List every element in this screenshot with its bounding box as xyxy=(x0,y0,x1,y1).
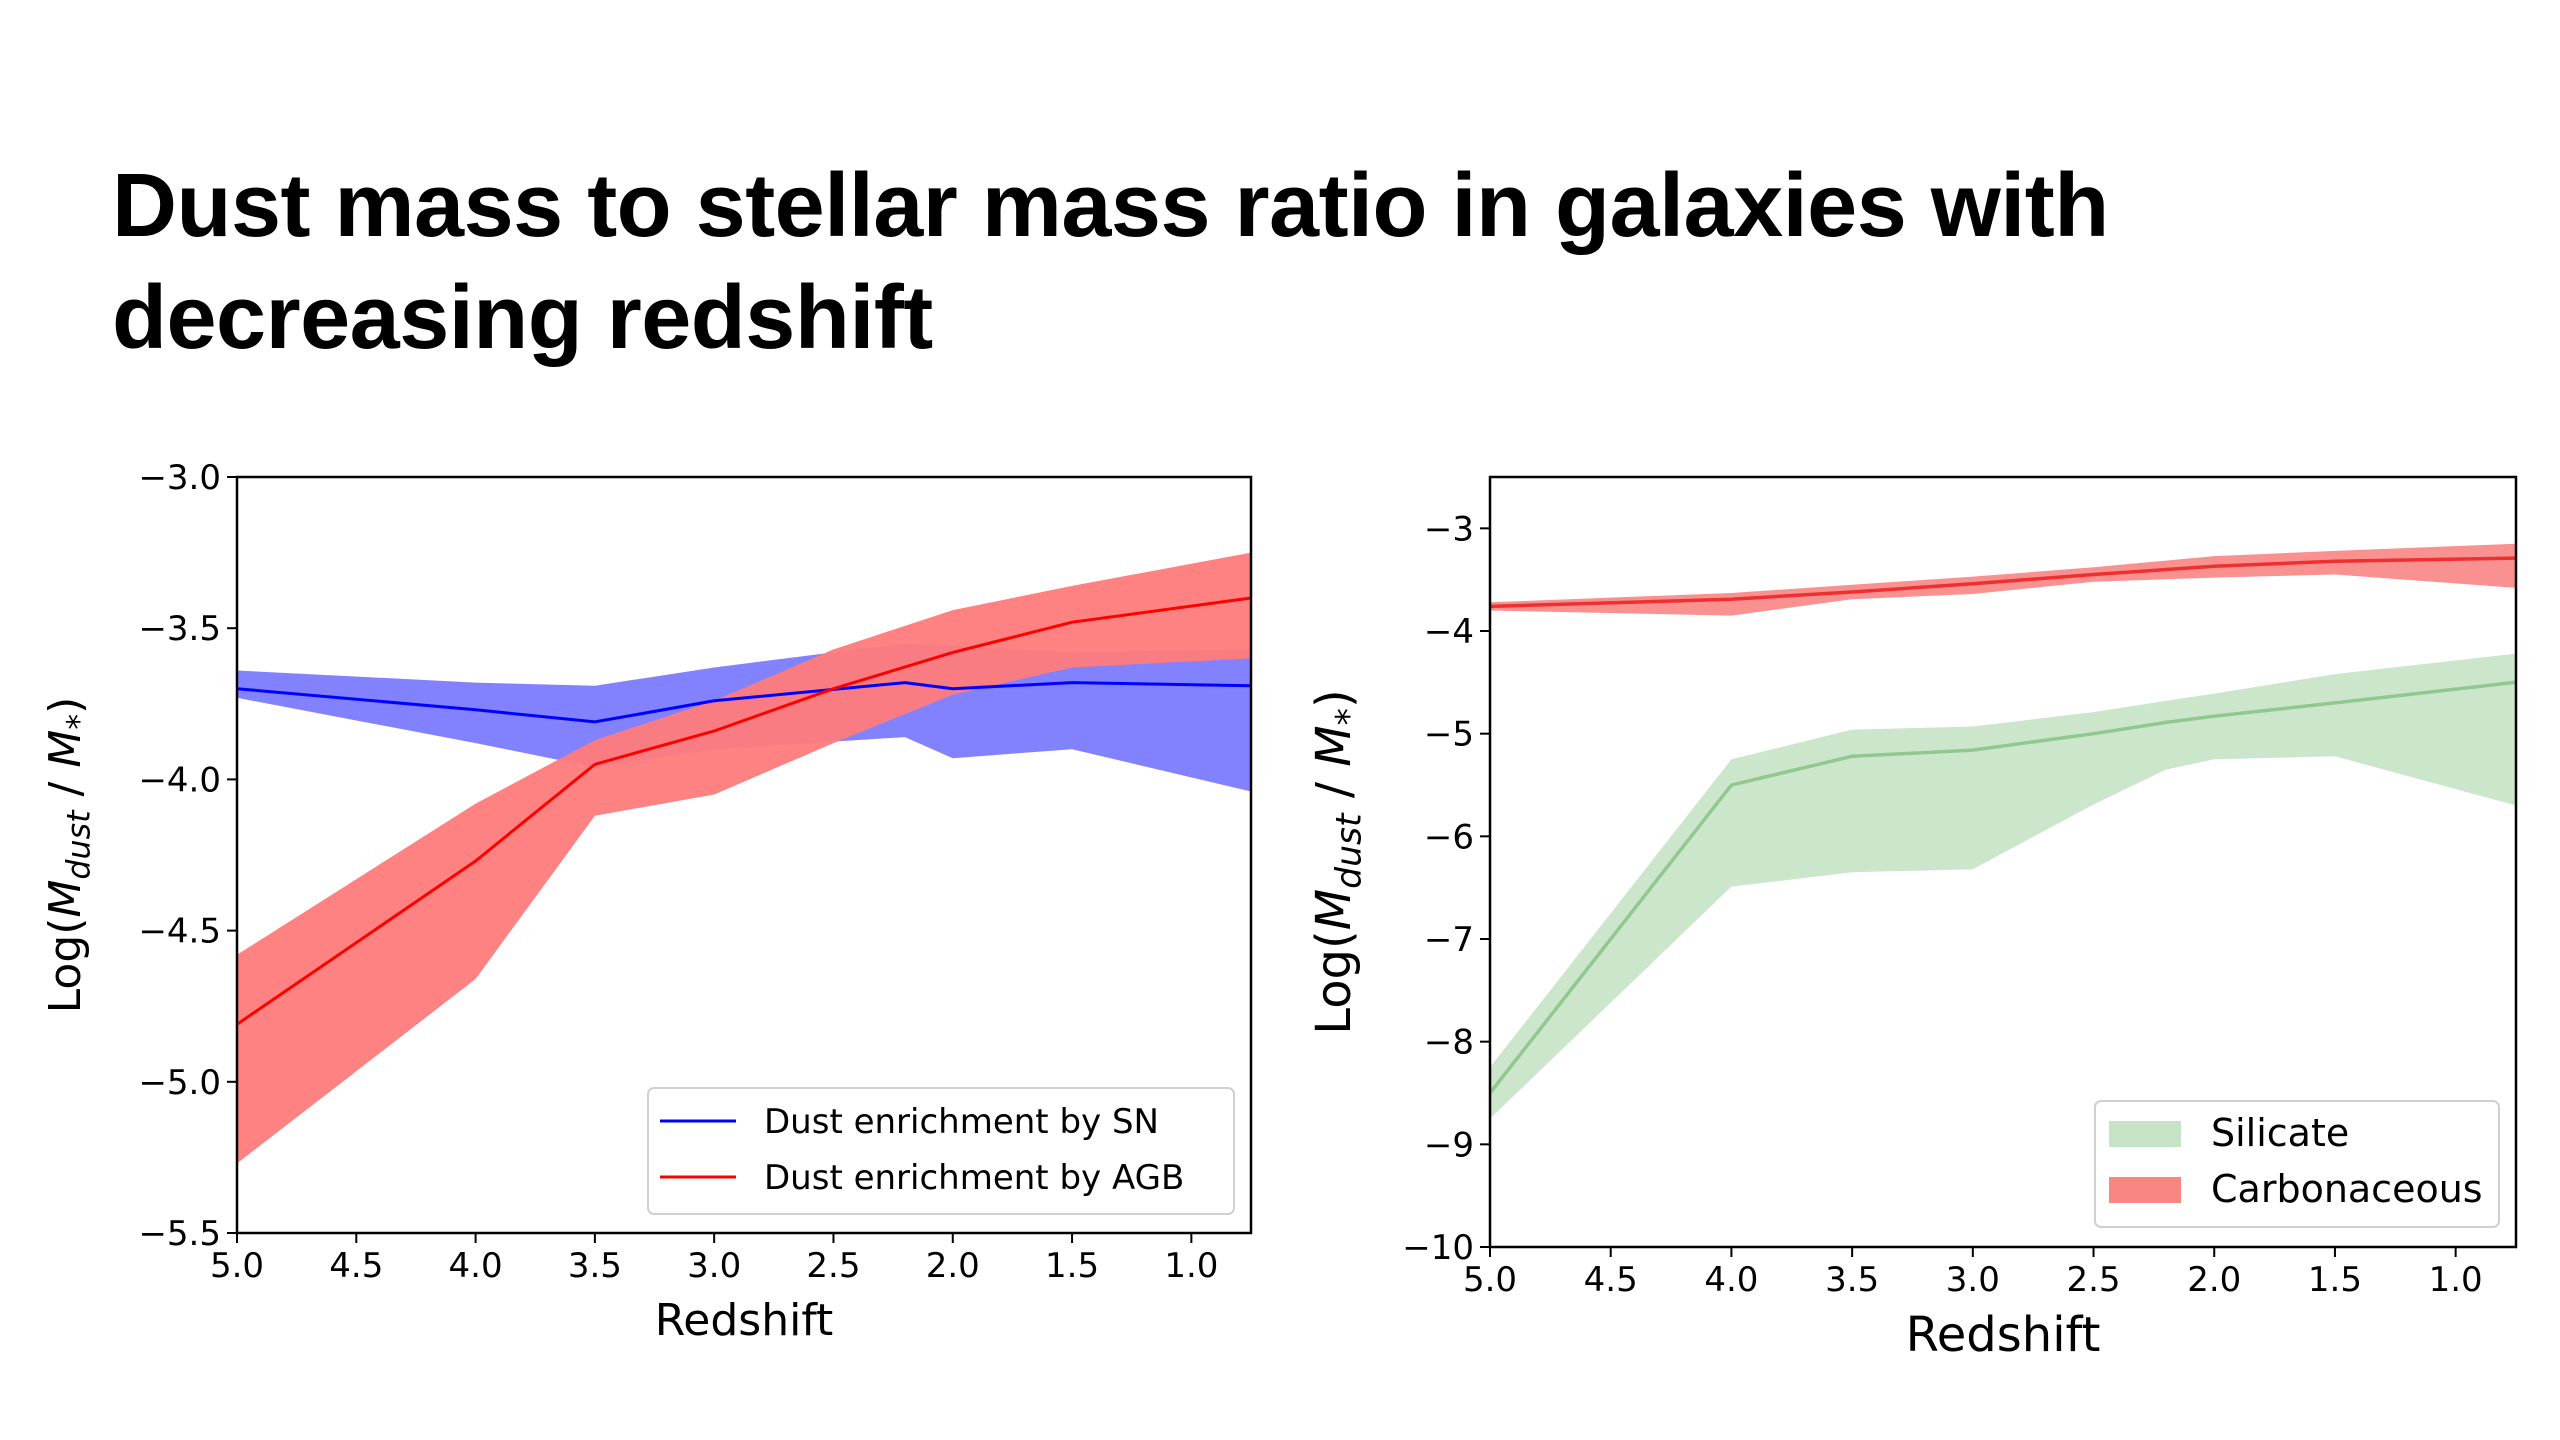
line-dust-enrichment-by-sn xyxy=(237,681,1251,724)
band-dust-enrichment-by-agb xyxy=(237,552,1251,1164)
y-tick-label: −10 xyxy=(1402,1228,1474,1268)
line-carbonaceous xyxy=(1490,556,2516,609)
legend-box xyxy=(647,1087,1235,1215)
y-tick-label: −6 xyxy=(1424,817,1474,857)
line-dust-enrichment-by-agb xyxy=(237,596,1251,1026)
plot-frame xyxy=(235,475,1253,1235)
legend-swatch xyxy=(2109,1177,2181,1203)
y-tick-label: −9 xyxy=(1424,1125,1474,1165)
legend: Silicate Carbonaceous xyxy=(2094,1100,2500,1228)
y-tick-label: −5.0 xyxy=(138,1063,221,1103)
x-tick-label: 1.5 xyxy=(2308,1260,2362,1300)
x-tick-label: 5.0 xyxy=(210,1246,264,1286)
x-tick-label: 3.5 xyxy=(1825,1260,1879,1300)
y-tick-label: −5 xyxy=(1424,715,1474,755)
y-axis-label: Log(Mdust / M*) xyxy=(40,697,98,1014)
x-tick-label: 4.0 xyxy=(449,1246,503,1286)
y-tick-label: −3.0 xyxy=(138,458,221,498)
y-tick-label: −5.5 xyxy=(138,1214,221,1254)
plot-frame xyxy=(1488,475,2518,1249)
x-tick-label: 2.5 xyxy=(2066,1260,2120,1300)
x-tick-label: 4.0 xyxy=(1704,1260,1758,1300)
legend-label: Dust enrichment by SN xyxy=(764,1102,1159,1142)
legend-label: Dust enrichment by AGB xyxy=(764,1158,1184,1198)
x-tick-label: 1.0 xyxy=(1164,1246,1218,1286)
legend-label: Silicate xyxy=(2211,1111,2349,1155)
y-tick-label: −4.0 xyxy=(138,760,221,800)
x-tick-label: 1.0 xyxy=(2429,1260,2483,1300)
y-axis-label: Log(Mdust / M*) xyxy=(1306,689,1370,1034)
legend-box xyxy=(2094,1100,2500,1228)
x-tick-label: 4.5 xyxy=(329,1246,383,1286)
legend: Dust enrichment by SN Dust enrichment by … xyxy=(647,1087,1235,1215)
x-tick-label: 1.5 xyxy=(1045,1246,1099,1286)
slide-title: Dust mass to stellar mass ratio in galax… xyxy=(112,156,2109,368)
legend-label: Carbonaceous xyxy=(2211,1167,2483,1211)
x-tick-label: 2.0 xyxy=(926,1246,980,1286)
line-silicate xyxy=(1490,680,2516,1095)
x-tick-label: 3.0 xyxy=(1946,1260,2000,1300)
x-tick-label: 4.5 xyxy=(1584,1260,1638,1300)
plot-area xyxy=(237,552,1251,1164)
y-tick-label: −4.5 xyxy=(138,912,221,952)
y-tick-label: −3 xyxy=(1424,509,1474,549)
x-tick-label: 2.5 xyxy=(806,1246,860,1286)
band-carbonaceous xyxy=(1490,543,2516,616)
x-tick-label: 3.0 xyxy=(687,1246,741,1286)
y-tick-label: −3.5 xyxy=(138,609,221,649)
plot-area xyxy=(1490,543,2516,1119)
x-tick-label: 3.5 xyxy=(568,1246,622,1286)
x-axis-label: Redshift xyxy=(1906,1307,2101,1363)
y-tick-label: −8 xyxy=(1424,1023,1474,1063)
legend-swatch xyxy=(2109,1121,2181,1147)
x-tick-label: 5.0 xyxy=(1463,1260,1517,1300)
chart-sn-agb: 5.0 4.5 4.0 3.5 3.0 2.5 2.0 1.5 1.0 −3.0 −3.5 −4.0 −… xyxy=(40,458,1253,1346)
y-tick-label: −4 xyxy=(1424,612,1474,652)
x-axis-label: Redshift xyxy=(655,1295,834,1346)
x-tick-label: 2.0 xyxy=(2187,1260,2241,1300)
band-silicate xyxy=(1490,653,2516,1119)
y-tick-label: −7 xyxy=(1424,920,1474,960)
